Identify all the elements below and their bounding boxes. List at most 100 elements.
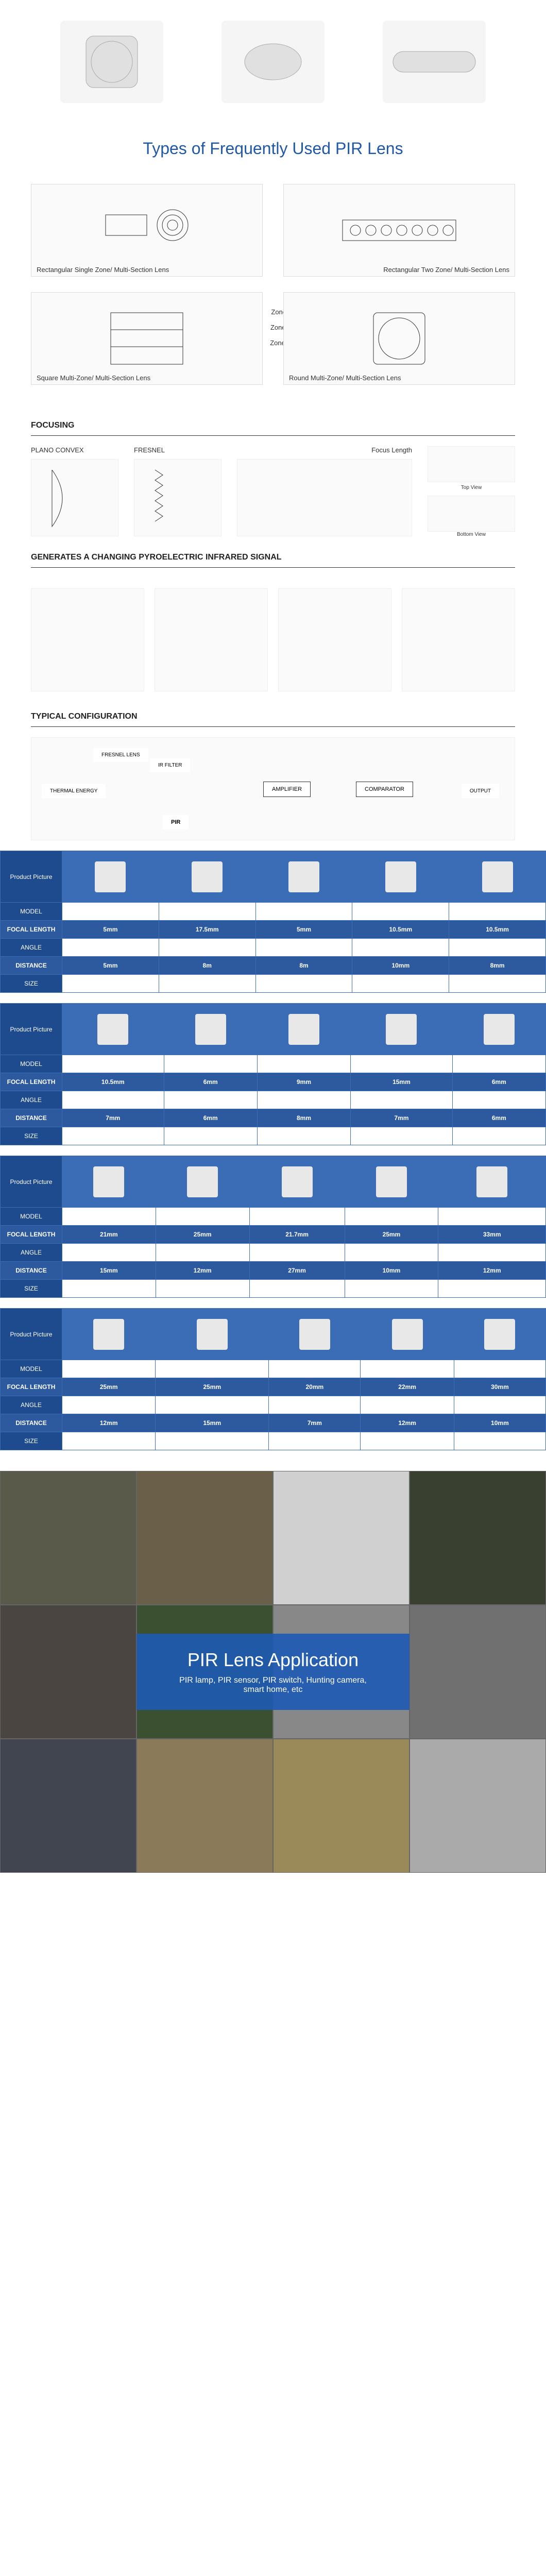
cell-size: φ43*φ35mm: [351, 1127, 453, 1145]
section-pyro: GENERATES A CHANGING PYROELECTRIC INFRAR…: [0, 543, 546, 567]
cell-focal: 9mm: [257, 1073, 350, 1091]
cell-focal: 20mm: [269, 1378, 361, 1396]
diagram-round: Round Multi-Zone/ Multi-Section Lens: [283, 292, 515, 385]
cell-angle: 240°: [62, 1244, 156, 1262]
banner-title: PIR Lens Application: [178, 1649, 368, 1671]
block-comparator: COMPARATOR: [356, 782, 413, 797]
label-focal: FOCAL LENGTH: [1, 921, 62, 939]
cell-distance: 6mm: [164, 1109, 257, 1127]
cell-distance: 12mm: [156, 1262, 249, 1280]
cell-size: φ23*φ22mm: [62, 1127, 164, 1145]
product-image-cell: [156, 1309, 269, 1360]
product-image-cell: [257, 1004, 350, 1055]
product-image-cell: [249, 1156, 345, 1208]
product-image-cell: [159, 851, 255, 903]
label-focal: FOCAL LENGTH: [1, 1073, 62, 1091]
focusing-diagrams: PLANO CONVEX FRESNEL Focus Length Top Vi…: [0, 446, 546, 543]
cell-focal: 21mm: [62, 1226, 156, 1244]
spec-table-2: Product PictureMODEL15008203-17601-15762…: [0, 1156, 546, 1298]
label-rect-two: Rectangular Two Zone/ Multi-Section Lens: [383, 266, 509, 274]
cell-model: 7804-4: [361, 1360, 454, 1378]
label-size: SIZE: [1, 1432, 62, 1450]
diagram-square: Zone A 5 sections Zone B 4 sections Zone…: [31, 292, 263, 385]
cell-model: 7601-15: [249, 1208, 345, 1226]
product-image-cell: [62, 1004, 164, 1055]
cell-distance: 8m: [159, 957, 255, 975]
cell-angle: 110°: [156, 1244, 249, 1262]
cell-model: 7709-2: [255, 903, 352, 921]
cell-model: 8003-1: [352, 903, 449, 921]
cell-distance: 27mm: [249, 1262, 345, 1280]
cell-size: 25*39mm: [269, 1432, 361, 1450]
label-output: OUTPUT: [462, 784, 499, 798]
cell-focal: 33mm: [438, 1226, 546, 1244]
banner-subtitle: PIR lamp, PIR sensor, PIR switch, Huntin…: [178, 1676, 368, 1694]
product-image-cell: [351, 1004, 453, 1055]
cell-focal: 25mm: [345, 1226, 438, 1244]
cell-size: φ23mm: [352, 975, 449, 993]
cell-distance: 7mm: [269, 1414, 361, 1432]
label-angle: ANGLE: [1, 1244, 62, 1262]
cell-angle: 360°: [351, 1091, 453, 1109]
app-image-9: [0, 1739, 136, 1873]
pyro-diagram-2: [155, 588, 268, 691]
label-picture: Product Picture: [1, 851, 62, 903]
label-size: SIZE: [1, 975, 62, 993]
cell-focal: 6mm: [452, 1073, 545, 1091]
label-rect-single: Rectangular Single Zone/ Multi-Section L…: [37, 266, 169, 274]
app-image-8: [410, 1605, 546, 1739]
label-distance: DISTANCE: [1, 1262, 62, 1280]
cell-angle: 110°: [249, 1244, 345, 1262]
cell-size: 92.3*40mm: [62, 1432, 156, 1450]
cell-distance: 12mm: [361, 1414, 454, 1432]
app-image-3: [273, 1471, 410, 1605]
cell-distance: 10mm: [454, 1414, 545, 1432]
cell-angle: 100°: [62, 1091, 164, 1109]
cell-size: φ12.7mm: [452, 1127, 545, 1145]
label-model: MODEL: [1, 1055, 62, 1073]
cell-angle: 120°: [452, 1091, 545, 1109]
diagram-rect-single: Rectangular Single Zone/ Multi-Section L…: [31, 184, 263, 277]
cell-size: φ17.8mm: [257, 1127, 350, 1145]
cell-focal: 5mm: [255, 921, 352, 939]
label-model: MODEL: [1, 1208, 62, 1226]
block-amplifier: AMPLIFIER: [263, 782, 311, 797]
spec-table-0: Product PictureMODEL8308-335177709-28003…: [0, 851, 546, 993]
image-bottom-view: [428, 496, 515, 532]
cell-model: 7803: [269, 1360, 361, 1378]
product-image-cell: [345, 1156, 438, 1208]
label-distance: DISTANCE: [1, 1109, 62, 1127]
label-fresnel: FRESNEL: [134, 446, 221, 454]
section-config: TYPICAL CONFIGURATION: [0, 702, 546, 726]
cell-distance: 12mm: [438, 1262, 546, 1280]
cell-angle: 360°: [159, 939, 255, 957]
lens-image-1: [60, 21, 163, 103]
cell-model: 8203-1: [156, 1208, 249, 1226]
section-focusing: FOCUSING: [0, 411, 546, 435]
label-picture: Product Picture: [1, 1156, 62, 1208]
spec-table-3: Product PictureMODEL7707-17708-178037804…: [0, 1308, 546, 1450]
lens-image-3: [383, 21, 486, 103]
product-image-cell: [361, 1309, 454, 1360]
product-image-cell: [454, 1309, 545, 1360]
label-angle: ANGLE: [1, 939, 62, 957]
cell-distance: 10mm: [352, 957, 449, 975]
cell-distance: 15mm: [156, 1414, 269, 1432]
page-title: Types of Frequently Used PIR Lens: [0, 124, 546, 174]
cell-size: φ17.8mm: [62, 975, 159, 993]
cell-distance: 6mm: [452, 1109, 545, 1127]
label-round: Round Multi-Zone/ Multi-Section Lens: [289, 374, 401, 382]
label-ir-filter: IR FILTER: [150, 758, 190, 772]
pyro-diagram-4: [402, 588, 515, 691]
cell-angle: 100°: [352, 939, 449, 957]
cell-distance: 15mm: [62, 1262, 156, 1280]
product-image-cell: [164, 1004, 257, 1055]
cell-model: 8005: [62, 1055, 164, 1073]
product-image-cell: [62, 1309, 156, 1360]
top-lens-images: [0, 0, 546, 124]
cell-size: 56.7*35.7mm: [438, 1280, 546, 1298]
app-image-11: [273, 1739, 410, 1873]
cell-size: φ23mm: [449, 975, 546, 993]
product-image-cell: [449, 851, 546, 903]
cell-size: 35*65mm: [62, 1280, 156, 1298]
